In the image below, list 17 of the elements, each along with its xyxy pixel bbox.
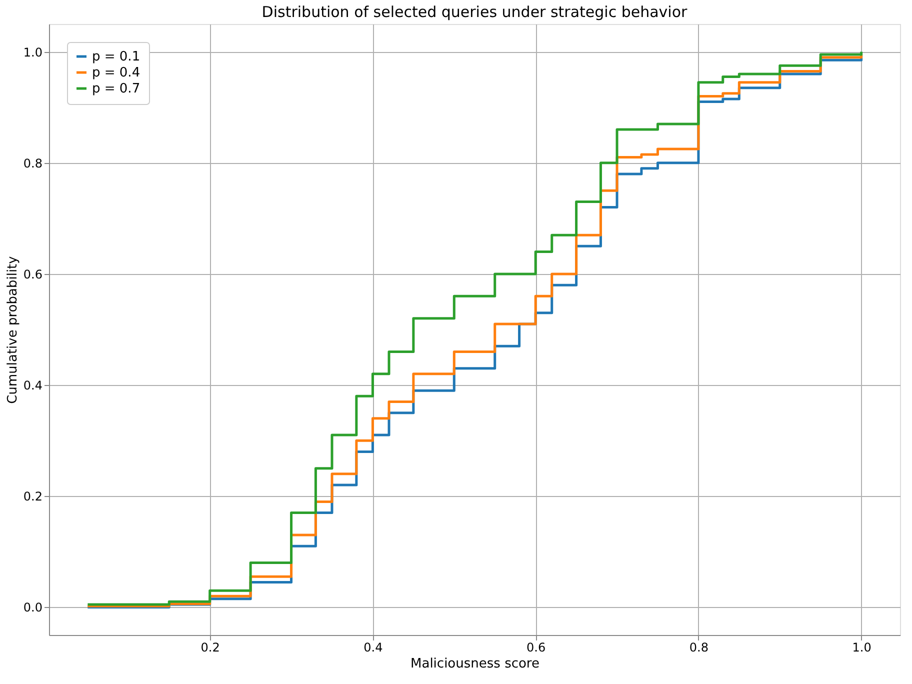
x-axis-title: Maliciousness score [410, 656, 540, 672]
y-tick-label: 0.4 [23, 378, 42, 393]
x-tick-label: 0.8 [689, 640, 708, 654]
x-tick-label: 0.4 [364, 640, 383, 654]
y-axis-title: Cumulative probability [5, 256, 20, 404]
y-tick-label: 1.0 [23, 45, 42, 60]
y-tick-label: 0.8 [23, 156, 42, 170]
x-tick-label: 0.2 [200, 640, 220, 654]
legend-label: p = 0.1 [92, 50, 140, 64]
y-tick-label: 0.0 [23, 600, 42, 615]
x-tick-label: 0.6 [526, 640, 546, 654]
legend-label: p = 0.4 [92, 66, 140, 80]
y-tick-label: 0.2 [23, 490, 42, 504]
legend-label: p = 0.7 [92, 82, 140, 96]
y-tick-label: 0.6 [23, 267, 42, 282]
chart-title: Distribution of selected queries under strategic behavior [262, 3, 688, 21]
x-tick-label: 1.0 [852, 640, 872, 654]
